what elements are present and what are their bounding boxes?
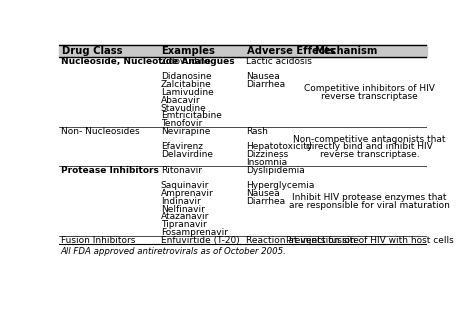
Text: Examples: Examples <box>161 46 215 56</box>
Text: Nausea: Nausea <box>246 72 280 82</box>
Text: Saquinavir: Saquinavir <box>161 181 209 190</box>
Text: Prevents fusion of HIV with host cells: Prevents fusion of HIV with host cells <box>286 236 454 245</box>
Text: Tipranavir: Tipranavir <box>161 220 206 229</box>
Text: Protease Inhibitors: Protease Inhibitors <box>62 166 159 175</box>
Text: Ritonavir: Ritonavir <box>161 166 201 175</box>
Text: Insomnia: Insomnia <box>246 158 287 167</box>
Text: Zalcitabine: Zalcitabine <box>161 80 211 89</box>
Text: Dyslipidemia: Dyslipidemia <box>246 166 305 175</box>
Text: Reaction at injection site: Reaction at injection site <box>246 236 359 245</box>
Text: Rash: Rash <box>246 127 268 136</box>
Text: Diarrhea: Diarrhea <box>246 197 285 206</box>
Text: Fusion Inhibitors: Fusion Inhibitors <box>62 236 136 245</box>
Text: Non- Nucleosides: Non- Nucleosides <box>62 127 140 136</box>
Text: Amprenavir: Amprenavir <box>161 189 213 198</box>
Text: Mechanism: Mechanism <box>315 46 378 56</box>
Text: Nevirapine: Nevirapine <box>161 127 210 136</box>
Bar <box>59 45 427 57</box>
Text: Non-competitive antagonists that: Non-competitive antagonists that <box>293 135 446 144</box>
Text: Tenofovir: Tenofovir <box>161 119 202 128</box>
Text: Indinavir: Indinavir <box>161 197 201 206</box>
Text: Dizziness: Dizziness <box>246 150 289 159</box>
Text: Adverse Effects: Adverse Effects <box>246 46 335 56</box>
Text: Efavirenz: Efavirenz <box>161 142 203 152</box>
Text: Diarrhea: Diarrhea <box>246 80 285 89</box>
Text: Inhibit HIV protease enzymes that: Inhibit HIV protease enzymes that <box>292 193 447 202</box>
Text: Hepatotoxicity: Hepatotoxicity <box>246 142 312 152</box>
Text: Delavirdine: Delavirdine <box>161 150 213 159</box>
Text: directly bind and inhibit HIV: directly bind and inhibit HIV <box>306 142 433 152</box>
Text: Nausea: Nausea <box>246 189 280 198</box>
Text: Emtricitabine: Emtricitabine <box>161 111 221 120</box>
Text: All FDA approved antiretrovirals as of October 2005.: All FDA approved antiretrovirals as of O… <box>60 247 286 256</box>
Text: Stavudine: Stavudine <box>161 104 206 112</box>
Text: Fosamprenavir: Fosamprenavir <box>161 228 228 237</box>
Text: Didanosine: Didanosine <box>161 72 211 82</box>
Text: Enfuvirtide (T-20): Enfuvirtide (T-20) <box>161 236 239 245</box>
Text: Lactic acidosis: Lactic acidosis <box>246 57 312 66</box>
Text: Hyperglycemia: Hyperglycemia <box>246 181 315 190</box>
Text: Abacavir: Abacavir <box>161 96 200 105</box>
Text: Drug Class: Drug Class <box>62 46 122 56</box>
Text: Nucleoside, Nucleotide Analogues: Nucleoside, Nucleotide Analogues <box>62 57 235 66</box>
Text: Competitive inhibitors of HIV: Competitive inhibitors of HIV <box>304 84 435 93</box>
Text: Nelfinavir: Nelfinavir <box>161 205 204 214</box>
Text: Zidovudine: Zidovudine <box>161 57 211 66</box>
Text: are responsible for viral maturation: are responsible for viral maturation <box>289 201 450 210</box>
Text: reverse transcriptase: reverse transcriptase <box>321 92 418 101</box>
Text: Lamivudine: Lamivudine <box>161 88 213 97</box>
Text: Atazanavir: Atazanavir <box>161 213 209 221</box>
Text: reverse transcriptase.: reverse transcriptase. <box>320 150 419 159</box>
